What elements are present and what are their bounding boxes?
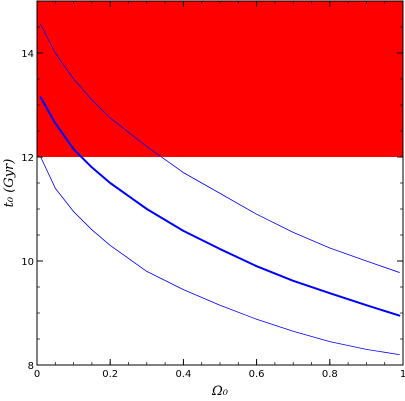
- series-line-2: [40, 156, 400, 356]
- x-tick-label: 0.2: [102, 369, 118, 380]
- y-tick-label: 14: [21, 49, 34, 60]
- series-line-1: [40, 23, 400, 273]
- y-tick-label: 10: [21, 257, 34, 268]
- x-axis-label: Ω₀: [211, 384, 229, 399]
- x-tick-label: 0: [34, 369, 40, 380]
- y-tick-label: 8: [28, 361, 34, 372]
- y-tick-label: 12: [21, 153, 34, 164]
- x-tick-label: 0.6: [249, 369, 265, 380]
- x-tick-label: 0.8: [322, 369, 338, 380]
- x-tick-label: 1: [400, 369, 405, 380]
- shaded-region: [37, 1, 403, 157]
- series-line-0: [39, 96, 401, 317]
- y-axis-label: t₀ (Gyr): [2, 159, 17, 208]
- x-tick-label: 0.4: [175, 369, 191, 380]
